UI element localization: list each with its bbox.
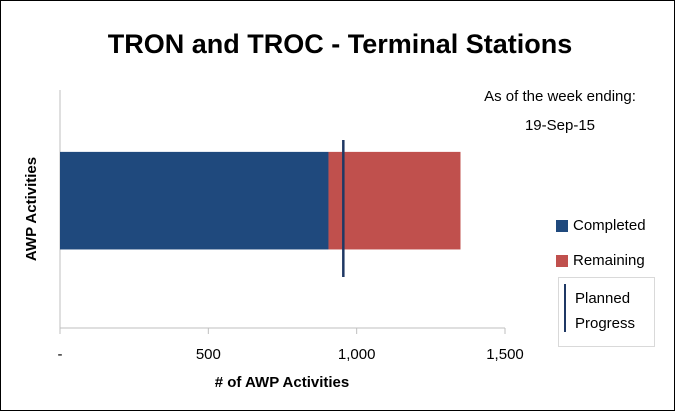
x-tick-label: 1,500 [486, 346, 524, 363]
annotation: 19-Sep-15 [525, 117, 595, 134]
x-tick-label: 1,000 [338, 346, 376, 363]
legend-label: Remaining [573, 252, 645, 269]
legend-item: Planned Progress [558, 277, 655, 347]
legend-swatch [556, 255, 568, 267]
y-axis-label: AWP Activities [23, 157, 40, 261]
legend-label: Completed [573, 217, 646, 234]
x-tick-label: - [58, 346, 63, 363]
annotation: As of the week ending: [484, 88, 636, 105]
bar-segment [60, 151, 329, 250]
chart-title: TRON and TROC - Terminal Stations [108, 29, 573, 59]
legend-line [564, 284, 566, 332]
x-axis-label: # of AWP Activities [215, 374, 349, 391]
legend-swatch [556, 220, 568, 232]
legend-label: Planned Progress [575, 290, 636, 332]
bar-segment [328, 151, 461, 250]
x-tick-label: 500 [196, 346, 221, 363]
